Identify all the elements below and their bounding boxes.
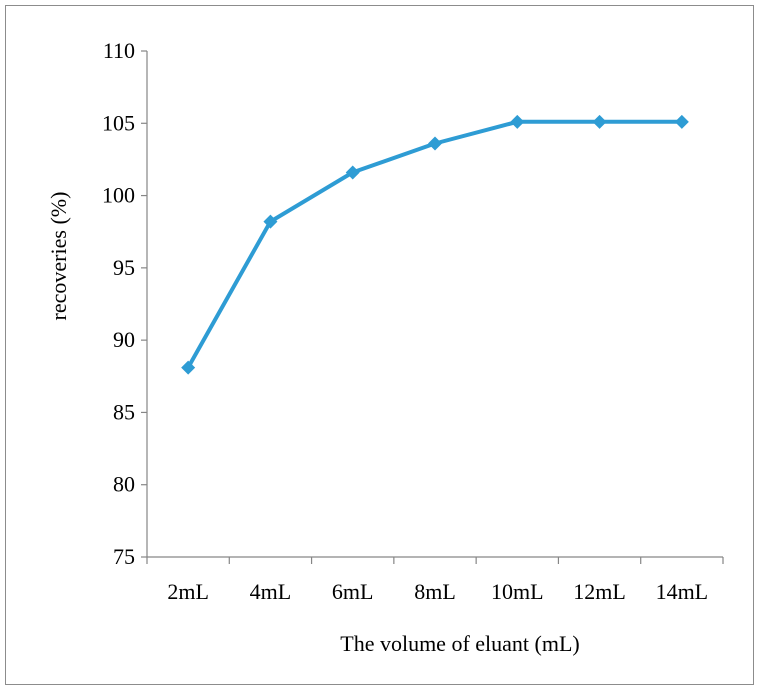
x-tick-label: 2mL <box>167 579 209 604</box>
y-tick-label: 110 <box>103 38 135 63</box>
series-layer <box>181 114 689 375</box>
data-point <box>592 114 607 129</box>
x-tick-label: 14mL <box>656 579 709 604</box>
data-point <box>181 360 196 375</box>
x-tick-label: 10mL <box>491 579 544 604</box>
x-tick-label: 12mL <box>573 579 626 604</box>
x-axis-title: The volume of eluant (mL) <box>340 631 579 656</box>
y-tick-label: 75 <box>113 544 135 569</box>
y-tick-label: 80 <box>113 472 135 497</box>
data-point <box>345 165 360 180</box>
data-point <box>263 214 278 229</box>
y-tick-label: 105 <box>102 110 135 135</box>
y-tick-label: 95 <box>113 255 135 280</box>
y-tick-label: 100 <box>102 183 135 208</box>
x-tick-label: 8mL <box>414 579 456 604</box>
chart-frame <box>5 5 754 685</box>
data-point <box>428 136 442 151</box>
x-tick-label: 6mL <box>332 579 374 604</box>
y-tick-label: 90 <box>113 327 135 352</box>
data-point <box>510 114 525 129</box>
y-axis-title: recoveries (%) <box>46 192 71 321</box>
x-axis: 2mL 4mL 6mL 8mL 10mL 12mL 14mL <box>146 556 724 604</box>
y-axis: 75 80 85 90 95 100 105 110 <box>102 38 148 569</box>
data-point <box>674 114 689 129</box>
y-tick-label: 85 <box>113 399 135 424</box>
series-line <box>186 119 682 369</box>
x-tick-label: 4mL <box>250 579 292 604</box>
